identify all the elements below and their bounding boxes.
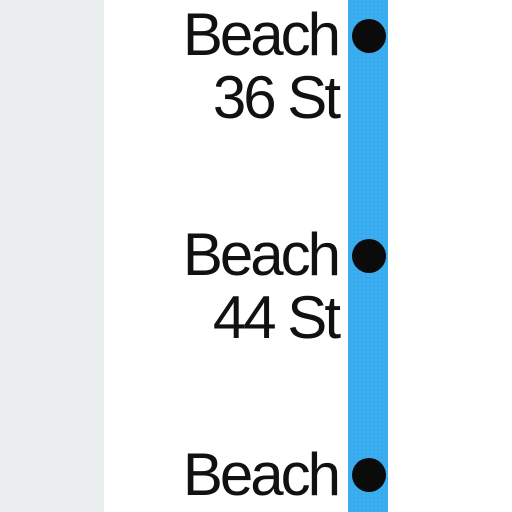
- station-name-line2: 36 St: [212, 64, 341, 131]
- station-name-line1: Beach: [182, 1, 341, 68]
- station-name-line1: Beach: [182, 221, 341, 288]
- land-area: [0, 0, 104, 512]
- station-name-line2: 44 St: [212, 284, 341, 351]
- station-label-beach-36-st: Beach 36 St: [182, 1, 341, 131]
- station-dot-beach[interactable]: [352, 458, 386, 492]
- station-dot-beach-36-st[interactable]: [352, 19, 386, 53]
- station-label-beach: Beach: [182, 441, 341, 508]
- station-dot-beach-44-st[interactable]: [352, 239, 386, 273]
- station-name-line1: Beach: [182, 441, 341, 508]
- station-label-beach-44-st: Beach 44 St: [182, 221, 341, 351]
